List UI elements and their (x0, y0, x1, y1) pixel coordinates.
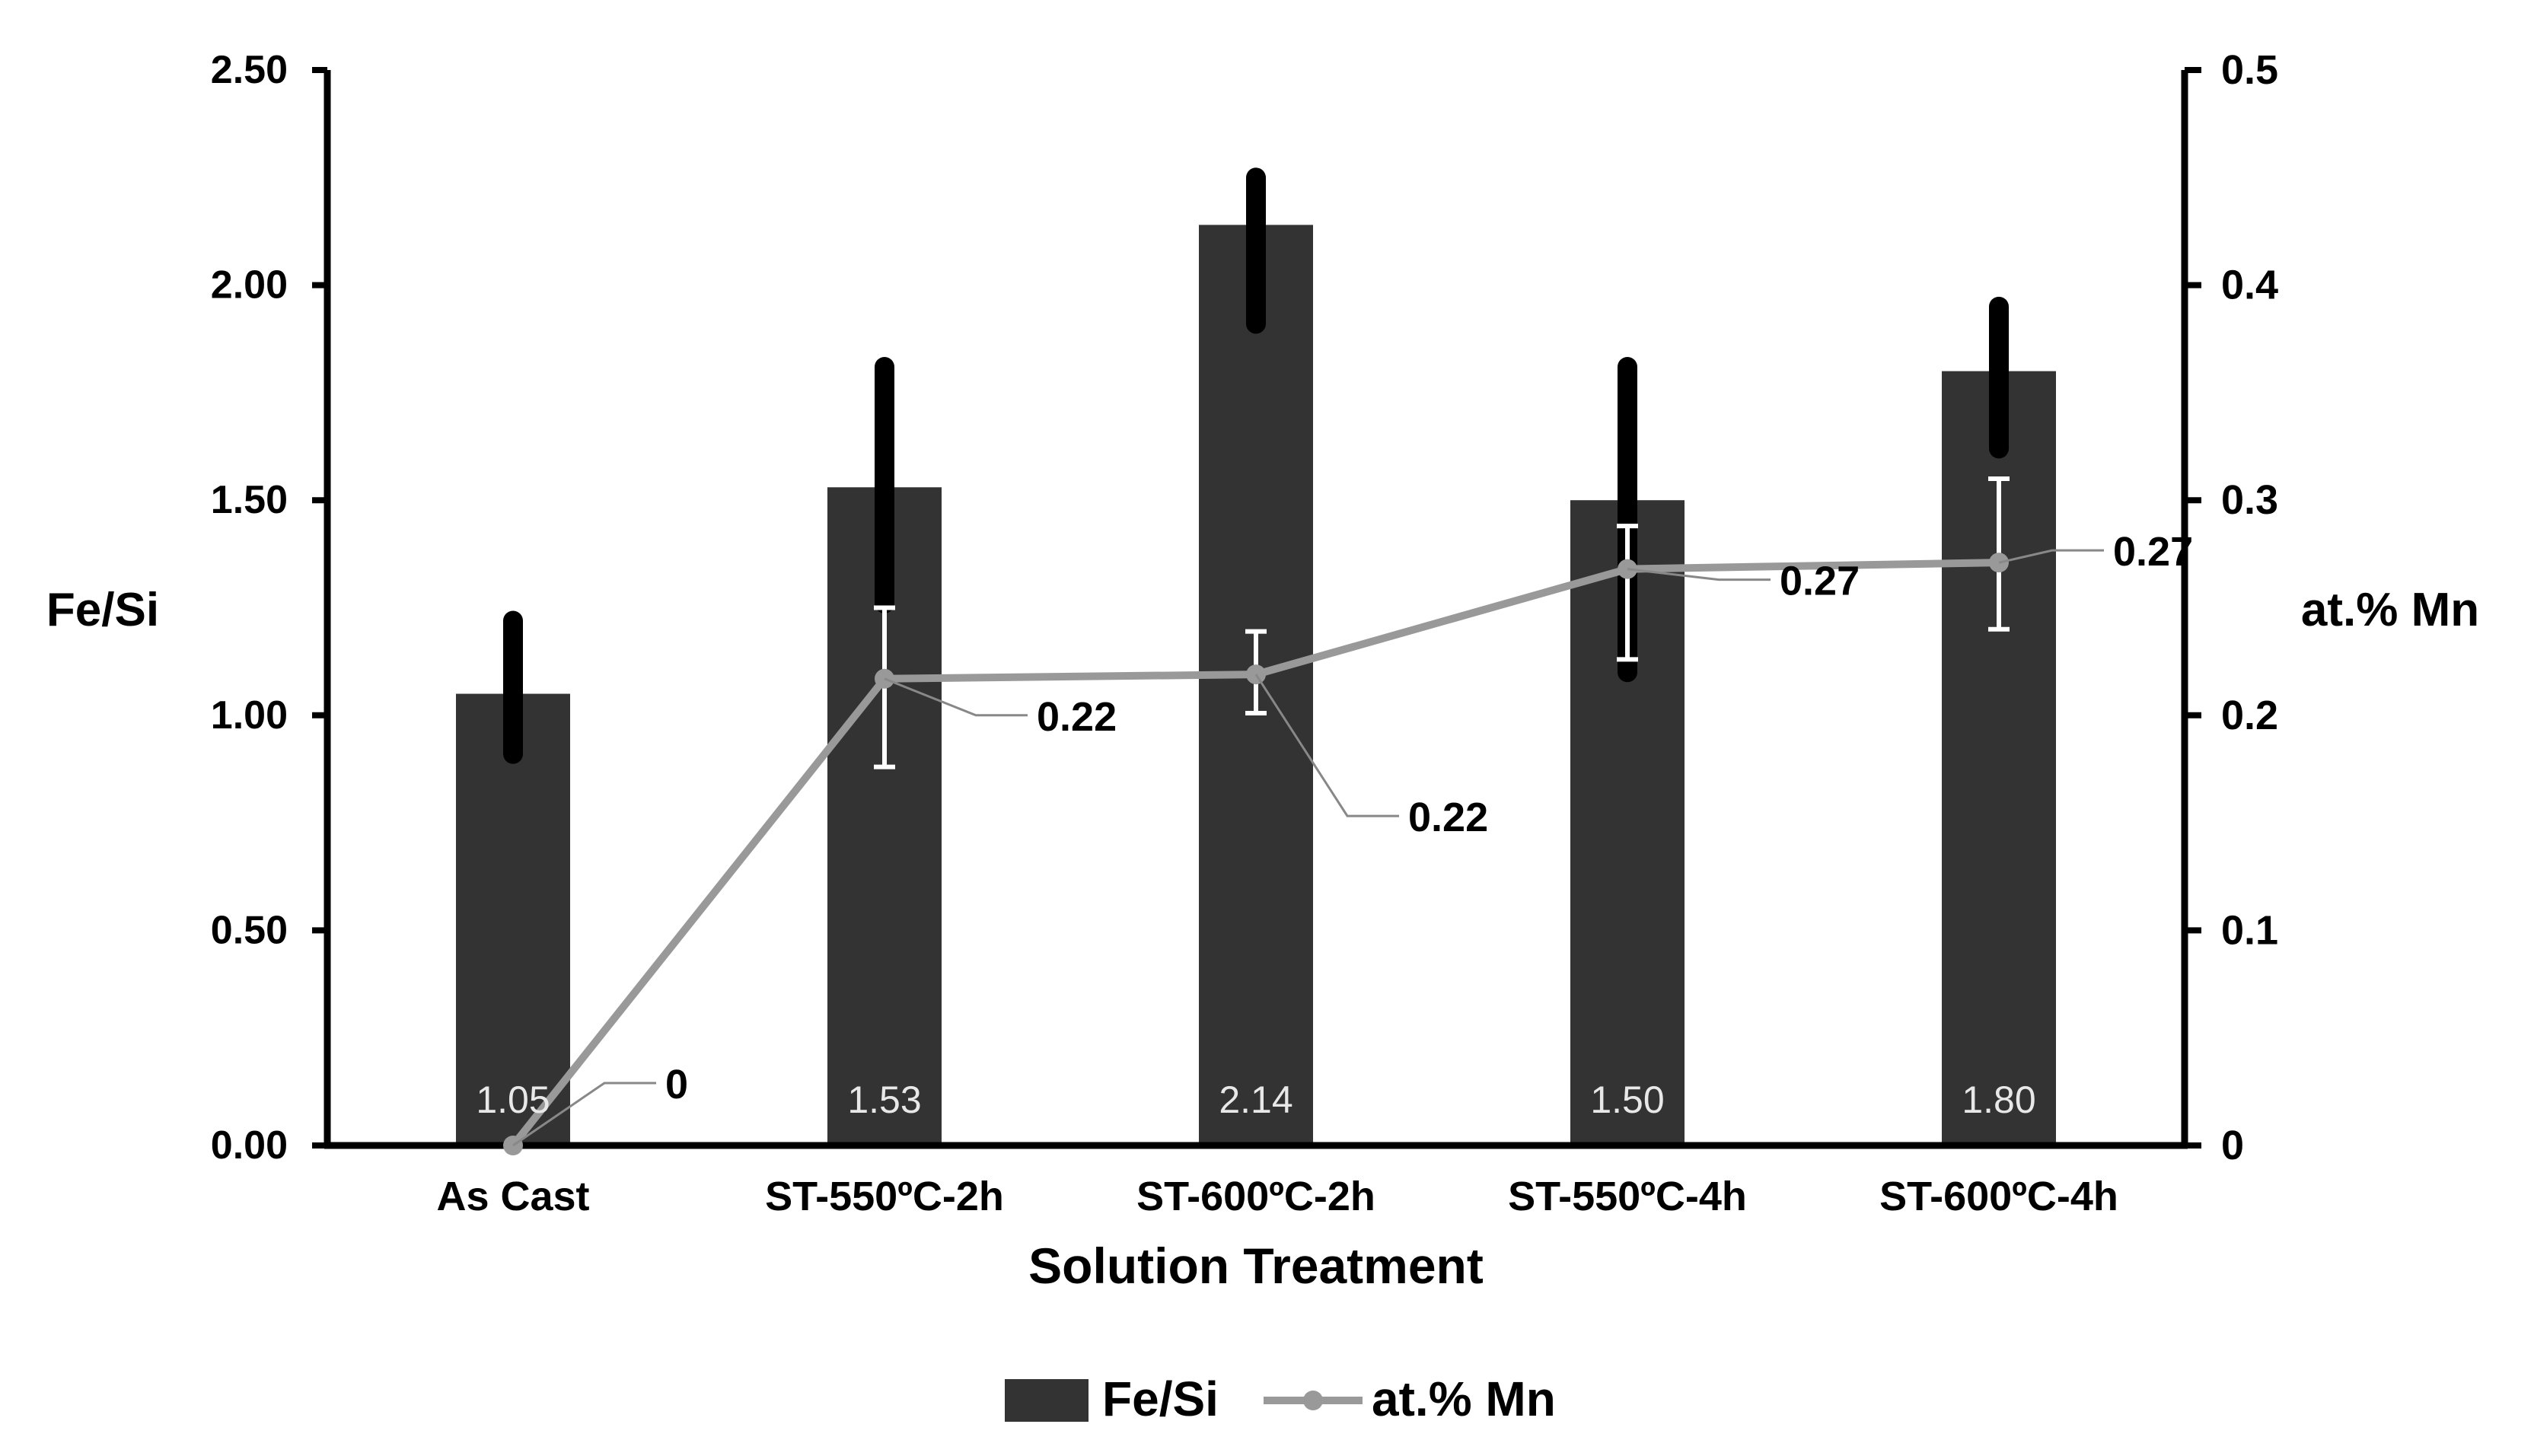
right-y-axis-title: at.% Mn (2301, 584, 2479, 636)
right-y-tick-label: 0.3 (2221, 477, 2278, 523)
right-y-tick-label: 0.5 (2221, 47, 2278, 93)
right-y-tick-label: 0.1 (2221, 907, 2278, 953)
fe-si-bar (456, 693, 570, 1145)
left-y-tick-label: 0.50 (211, 908, 288, 952)
mn-label-leader (1254, 674, 1399, 817)
right-y-tick-label: 0.2 (2221, 693, 2278, 738)
legend-mn-marker (1303, 1391, 1323, 1410)
x-tick-label: ST-550ºC-2h (765, 1174, 1004, 1219)
x-tick-label: ST-600ºC-2h (1136, 1174, 1375, 1219)
x-axis-title: Solution Treatment (1028, 1238, 1484, 1294)
left-y-tick-label: 2.50 (211, 48, 288, 92)
mn-data-label: 0.27 (1780, 559, 1860, 604)
left-y-tick-label: 1.50 (211, 478, 288, 522)
mn-data-label: 0.27 (2113, 529, 2193, 575)
fe-si-bar-label: 1.50 (1590, 1078, 1664, 1121)
fe-si-bar-label: 1.53 (847, 1078, 921, 1121)
legend: Fe/Si at.% Mn (1005, 1372, 1556, 1426)
x-tick-label: ST-550ºC-4h (1508, 1174, 1747, 1219)
fe-si-bar-label: 1.80 (1962, 1078, 2035, 1121)
line-layer (503, 476, 2104, 1155)
fe-si-bar-label: 2.14 (1219, 1078, 1292, 1121)
mn-label-leader (1998, 549, 2104, 564)
legend-fe-si-label: Fe/Si (1102, 1372, 1219, 1426)
x-tick-label: As Cast (436, 1174, 589, 1219)
text-layer: 1.05 1.53 2.14 1.50 1.800.000.501.001.502.00… (46, 47, 2479, 1294)
axes-layer (312, 67, 2201, 1149)
left-y-axis-title: Fe/Si (46, 584, 159, 636)
bars-layer (456, 167, 2056, 1146)
right-y-tick-label: 0.4 (2221, 263, 2278, 308)
mn-data-label: 0.22 (1037, 694, 1117, 740)
legend-fe-si-swatch (1005, 1379, 1089, 1422)
fe-si-bar-label: 1.05 (476, 1078, 550, 1121)
mn-data-label: 0 (665, 1062, 688, 1107)
x-tick-label: ST-600ºC-4h (1879, 1174, 2118, 1219)
mn-data-label: 0.22 (1408, 795, 1488, 840)
legend-mn-label: at.% Mn (1372, 1372, 1556, 1426)
right-y-tick-label: 0 (2221, 1123, 2244, 1168)
left-y-tick-label: 1.00 (211, 693, 288, 738)
left-y-tick-label: 0.00 (211, 1123, 288, 1168)
mn-label-leader (512, 1082, 656, 1147)
left-y-tick-label: 2.00 (211, 263, 288, 307)
mn-label-leader (1627, 568, 1771, 581)
mn-label-leader (884, 677, 1028, 717)
